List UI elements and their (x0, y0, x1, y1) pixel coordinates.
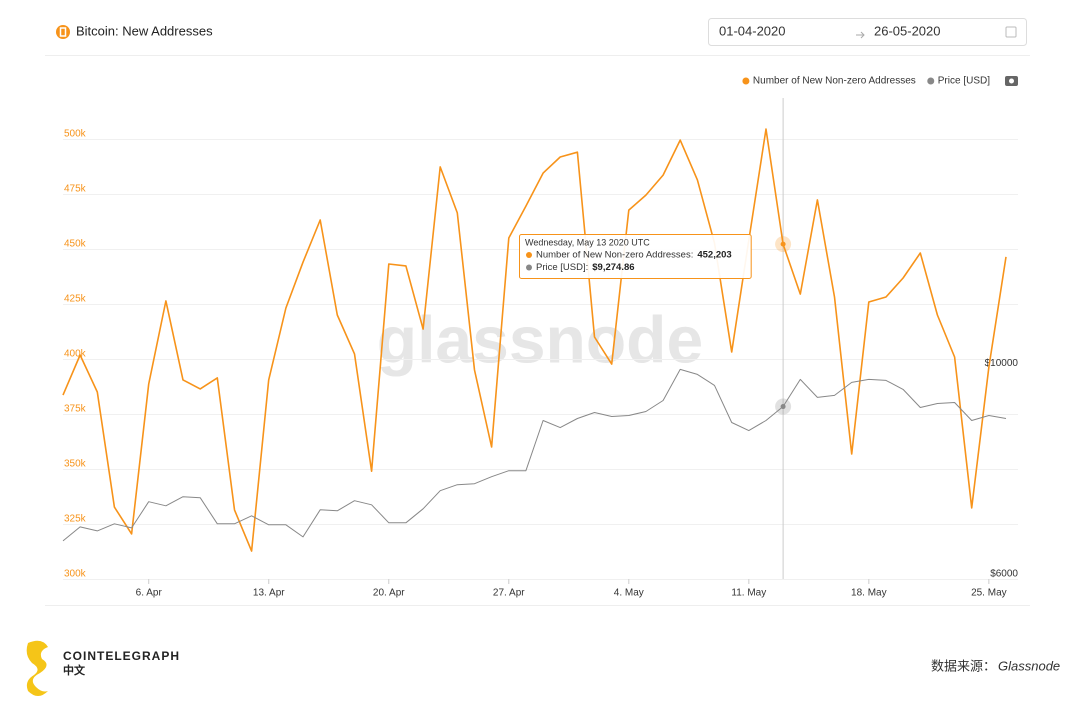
cointelegraph-logo (26, 640, 48, 696)
chart-title: Bitcoin: New Addresses (76, 23, 213, 38)
date-to[interactable]: 26-05-2020 (874, 23, 941, 38)
date-from[interactable]: 01-04-2020 (719, 23, 786, 38)
tooltip-label: Price [USD]: (536, 262, 588, 273)
x-tick-label: 6. Apr (136, 588, 163, 599)
x-tick-label: 27. Apr (493, 588, 525, 599)
y-tick-label: 500k (64, 129, 87, 140)
plot: glassnode 300k 325k 350k 375k 400k 425k 450k 475… (62, 76, 1019, 599)
camera-lens (1009, 78, 1014, 84)
bitcoin-icon (56, 25, 70, 39)
y-tick-label: 325k (64, 514, 87, 525)
tooltip: Wednesday, May 13 2020 UTC Number of New … (519, 234, 752, 279)
x-tick-label: 13. Apr (253, 588, 285, 599)
tooltip-box (519, 234, 752, 279)
y-tick-label: 300k (64, 569, 87, 580)
bitcoin-icon-glyph (59, 27, 67, 37)
legend: Price [USD] Number of New Non-zero Addres… (742, 76, 990, 87)
source-label: 数据来源： (931, 658, 996, 673)
legend-label: Number of New Non-zero Addresses (753, 76, 916, 87)
tooltip-value: 452,203 (697, 250, 731, 261)
y-tick-label: 350k (64, 459, 87, 470)
y-tick-label: 425k (64, 294, 87, 305)
series-line (62, 368, 1007, 542)
x-tick-label: 4. May (614, 588, 644, 599)
y-tick-label: 400k (64, 349, 87, 360)
legend-swatch (927, 77, 935, 85)
x-tick-label: 11. May (731, 588, 766, 599)
watermark: glassnode (377, 302, 703, 376)
source: Glassnode (998, 658, 1060, 673)
x-tick-label: 25. May (971, 588, 1007, 599)
brand: COINTELEGRAPH (63, 649, 180, 663)
legend-label: Price [USD] (938, 76, 990, 87)
tooltip-swatch (526, 264, 532, 271)
brand-sub: 中文 (63, 663, 86, 677)
date-range-picker[interactable] (708, 18, 1027, 46)
hover-point (780, 241, 786, 247)
x-tick-label: 20. Apr (373, 588, 405, 599)
y-tick-label: 450k (64, 239, 87, 250)
y2-tick-label: $10000 (985, 358, 1019, 369)
series-line (62, 128, 1007, 552)
y2-tick-label: $6000 (990, 569, 1018, 580)
y-tick-label: 475k (64, 184, 87, 195)
hover-point (780, 404, 786, 410)
legend-swatch (742, 77, 750, 85)
calendar-icon[interactable] (1005, 26, 1017, 38)
tooltip-value: $9,274.86 (592, 262, 634, 273)
tooltip-label: Number of New Non-zero Addresses: (536, 250, 693, 261)
tooltip-swatch (526, 252, 532, 258)
y-tick-label: 375k (64, 404, 87, 415)
tooltip-title: Wednesday, May 13 2020 UTC (525, 237, 650, 247)
range-arrow (856, 31, 865, 39)
x-tick-label: 18. May (851, 588, 887, 599)
